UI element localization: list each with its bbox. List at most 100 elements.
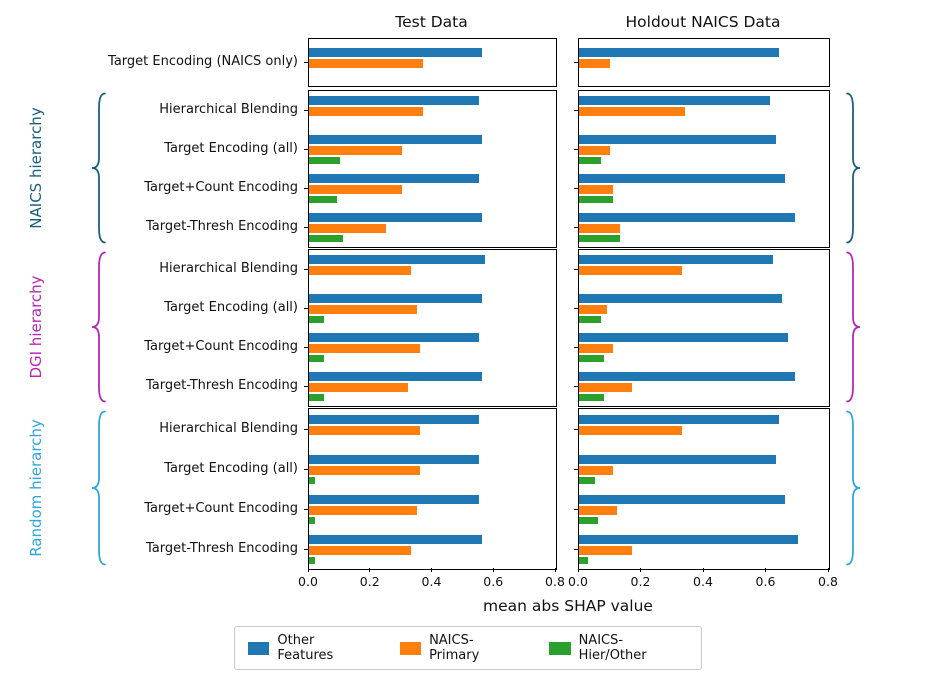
y-tick xyxy=(304,62,308,63)
legend-label: NAICS-Hier/Other xyxy=(578,633,647,663)
row-labels: Target Encoding (NAICS only) xyxy=(0,38,304,85)
subplot-test-data xyxy=(304,249,557,407)
group-brace xyxy=(846,410,861,566)
row-labels: Hierarchical Blending Target Encoding (al… xyxy=(0,249,304,405)
bar-other-features xyxy=(309,174,479,183)
group-brace xyxy=(91,410,106,566)
subplot-holdout-naics-data xyxy=(574,90,830,248)
row-labels: Hierarchical Blending Target Encoding (al… xyxy=(0,408,304,568)
y-tick xyxy=(574,308,578,309)
group-label-dgi-hierarchy: DGI hierarchy xyxy=(27,275,45,379)
bar-row xyxy=(309,409,556,449)
x-tick xyxy=(554,568,556,572)
row-label: Target-Thresh Encoding xyxy=(145,540,298,556)
bar-naics-primary xyxy=(309,107,424,116)
bar-naics-primary xyxy=(309,224,387,233)
bar-other-features xyxy=(309,454,479,464)
y-tick xyxy=(574,110,578,111)
bar-row xyxy=(579,39,829,86)
y-tick xyxy=(574,188,578,189)
row-label: Target-Thresh Encoding xyxy=(145,219,298,234)
other-features-swatch-icon xyxy=(248,641,270,655)
x-axis-label: mean abs SHAP value xyxy=(483,597,653,615)
bar-other-features xyxy=(579,534,798,544)
bar-naics-primary xyxy=(309,545,411,555)
x-tick-label: 0.2 xyxy=(630,574,651,589)
y-tick xyxy=(304,308,308,309)
bar-naics-hier-other xyxy=(309,476,316,484)
y-tick xyxy=(304,269,308,270)
bar-naics-primary xyxy=(579,425,683,435)
row-label: Hierarchical Blending xyxy=(159,261,298,276)
bar-naics-primary xyxy=(309,425,421,435)
bar-naics-hier-other xyxy=(579,235,620,242)
y-tick xyxy=(574,386,578,387)
x-tick-label: 0.0 xyxy=(298,574,318,589)
group-brace xyxy=(91,92,106,244)
x-tick xyxy=(577,568,579,572)
bar-naics-primary xyxy=(579,107,686,116)
y-tick xyxy=(304,468,308,470)
bar-other-features xyxy=(579,414,779,424)
y-tick xyxy=(304,188,308,189)
bar-row xyxy=(309,130,556,169)
y-tick xyxy=(304,347,308,348)
row-label: Target-Thresh Encoding xyxy=(145,378,298,393)
bar-naics-hier-other xyxy=(579,476,595,484)
bar-other-features xyxy=(309,255,485,264)
x-tick xyxy=(827,568,829,572)
bar-naics-primary xyxy=(579,305,608,314)
subplot-title-test-data: Test Data xyxy=(395,13,468,31)
group-brace xyxy=(91,251,106,403)
bar-naics-hier-other xyxy=(579,316,601,323)
bar-other-features xyxy=(579,255,773,264)
bar-row xyxy=(309,91,556,130)
bar-naics-hier-other xyxy=(579,196,614,203)
subplot-group-naics-hierarchy: Hierarchical Blending Target Encoding (al… xyxy=(0,90,936,248)
bar-row xyxy=(579,91,829,130)
bar-naics-primary xyxy=(309,146,402,155)
bar-other-features xyxy=(309,333,479,342)
subplot-holdout-naics-data xyxy=(574,249,830,407)
legend-label: Other Features xyxy=(277,633,334,663)
bar-naics-primary xyxy=(579,465,614,475)
x-tick-label: 0.4 xyxy=(693,574,713,589)
bar-row xyxy=(579,250,829,289)
subplot-test-data xyxy=(304,408,557,570)
bar-naics-primary xyxy=(309,59,424,68)
naics-hier-other-swatch-icon xyxy=(549,641,571,655)
x-tick-label: 0.6 xyxy=(755,574,776,589)
legend-item-naics-hier-other: NAICS-Hier/Other xyxy=(549,633,688,663)
row-label: Target Encoding (all) xyxy=(164,460,298,476)
x-tick-label: 0.0 xyxy=(568,574,588,589)
group-label-random-hierarchy: Random hierarchy xyxy=(27,419,45,557)
bar-naics-primary xyxy=(309,185,402,194)
legend-label: NAICS-Primary xyxy=(429,633,480,663)
subplot-test-data xyxy=(304,38,557,87)
bar-other-features xyxy=(579,372,795,381)
x-tick-label: 0.8 xyxy=(545,574,565,589)
y-tick xyxy=(574,548,578,550)
row-label: Target Encoding (all) xyxy=(164,141,298,156)
bar-naics-primary xyxy=(579,185,614,194)
bar-naics-hier-other xyxy=(579,516,598,524)
x-tick xyxy=(369,568,371,572)
x-tick-label: 0.6 xyxy=(483,574,504,589)
bar-other-features xyxy=(309,494,479,504)
x-tick-label: 0.8 xyxy=(818,574,838,589)
bar-other-features xyxy=(579,494,786,504)
bar-other-features xyxy=(579,135,776,144)
bar-row xyxy=(309,289,556,328)
group-brace xyxy=(846,251,861,403)
bar-naics-primary xyxy=(309,344,421,353)
row-label: Hierarchical Blending xyxy=(159,420,298,436)
bar-other-features xyxy=(309,48,482,57)
x-tick xyxy=(640,568,641,572)
row-label: Hierarchical Blending xyxy=(159,102,298,117)
y-tick xyxy=(304,227,308,228)
subplot-holdout-naics-data xyxy=(574,38,830,87)
subplot-holdout-naics-data xyxy=(574,408,830,570)
y-tick xyxy=(304,428,308,430)
bar-row xyxy=(579,529,829,569)
